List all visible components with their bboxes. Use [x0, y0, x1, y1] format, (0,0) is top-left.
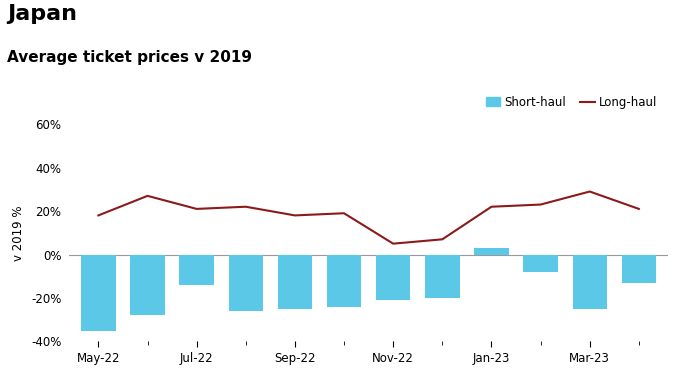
Bar — [229, 255, 263, 311]
Bar — [81, 255, 116, 331]
Bar — [376, 255, 411, 300]
Bar — [327, 255, 361, 307]
Legend: Short-haul, Long-haul: Short-haul, Long-haul — [481, 91, 662, 113]
Text: Average ticket prices v 2019: Average ticket prices v 2019 — [7, 50, 252, 66]
Bar — [278, 255, 312, 309]
Text: Japan: Japan — [7, 4, 77, 24]
Bar — [573, 255, 607, 309]
Bar — [130, 255, 165, 315]
Bar — [524, 255, 558, 272]
Y-axis label: v 2019 %: v 2019 % — [12, 205, 25, 261]
Bar — [621, 255, 656, 283]
Bar — [179, 255, 214, 285]
Bar — [474, 248, 508, 255]
Bar — [425, 255, 460, 298]
